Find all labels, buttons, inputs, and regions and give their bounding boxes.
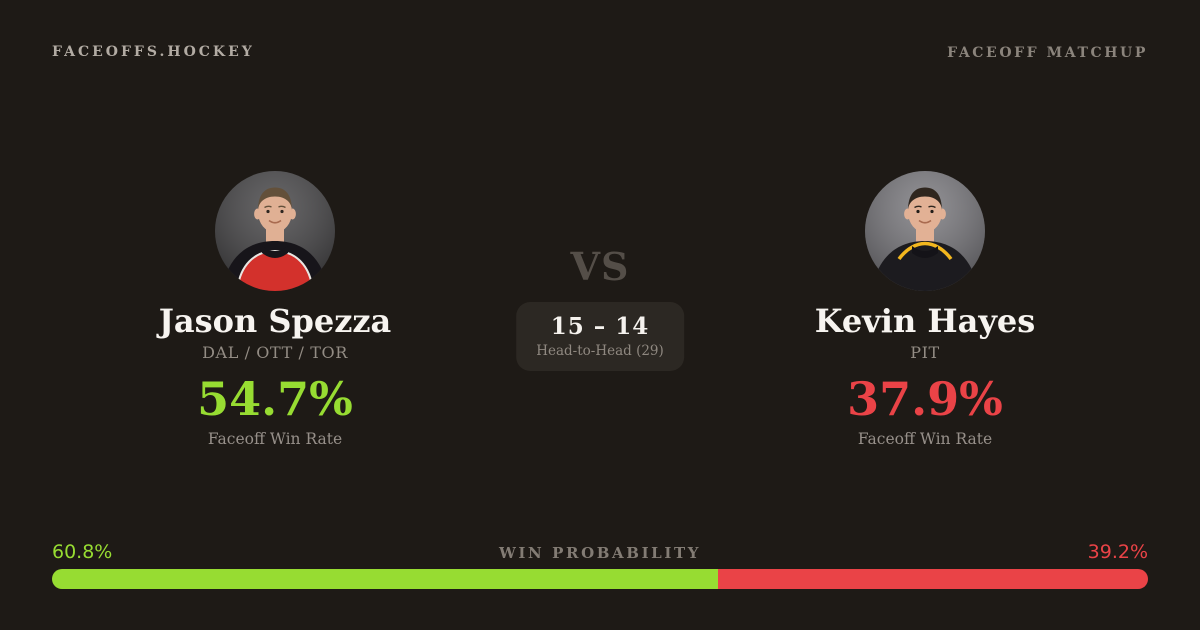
win-probability-labels: 60.8% WIN PROBABILITY 39.2% [52, 541, 1148, 563]
win-bar-left [52, 569, 719, 589]
player-right-teams: PIT [910, 342, 940, 362]
page-title: FACEOFF MATCHUP [947, 45, 1148, 61]
player-right-winrate: 37.9% [847, 371, 1003, 426]
head-to-head-label: Head-to-Head (29) [536, 343, 664, 359]
player-right-name: Kevin Hayes [814, 302, 1036, 340]
player-left-teams: DAL / OTT / TOR [202, 342, 348, 362]
player-left-winrate-label: Faceoff Win Rate [207, 430, 343, 449]
head-to-head-score: 15 – 14 [550, 313, 650, 340]
vs-label: VS [570, 244, 630, 289]
player-right-section: Kevin Hayes PIT 37.9% Faceoff Win Rate [725, 171, 1125, 448]
player-right-avatar [865, 171, 985, 291]
win-probability-bar [52, 569, 1148, 589]
player-right-winrate-label: Faceoff Win Rate [857, 430, 993, 449]
win-prob-right-label: 39.2% [1087, 541, 1148, 563]
win-bar-right [718, 569, 1148, 589]
player-left-section: Jason Spezza DAL / OTT / TOR 54.7% Faceo… [75, 171, 475, 448]
brand-logo-text: FACEOFFS.HOCKEY [52, 44, 255, 60]
player-left-winrate: 54.7% [197, 371, 353, 426]
win-prob-left-label: 60.8% [52, 541, 113, 563]
head-to-head-box: 15 – 14 Head-to-Head (29) [516, 302, 684, 371]
win-probability-title: WIN PROBABILITY [498, 544, 702, 562]
player-left-name: Jason Spezza [158, 302, 392, 340]
player-left-avatar [215, 171, 335, 291]
